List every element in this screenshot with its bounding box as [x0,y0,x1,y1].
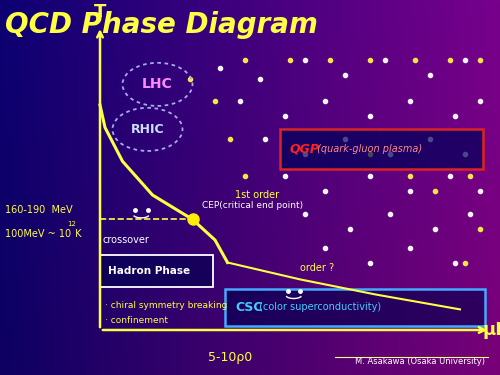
FancyBboxPatch shape [280,129,482,169]
Text: CSC: CSC [235,301,262,314]
Text: M. Asakawa (Osaka University): M. Asakawa (Osaka University) [355,357,485,366]
Text: 5-10ρ0: 5-10ρ0 [208,351,252,364]
FancyBboxPatch shape [100,255,212,287]
Text: crossover: crossover [102,235,150,245]
Text: · chiral symmetry breaking: · chiral symmetry breaking [105,301,228,310]
Text: 12: 12 [68,221,76,227]
Text: RHIC: RHIC [130,123,164,136]
Text: (color superconductivity): (color superconductivity) [256,303,381,312]
Text: order ?: order ? [300,263,334,273]
Text: 1st order: 1st order [235,190,279,200]
Text: (quark-gluon plasma): (quark-gluon plasma) [314,144,422,154]
Text: LHC: LHC [142,77,173,92]
Text: 160-190  MeV: 160-190 MeV [5,205,72,215]
Text: QGP: QGP [290,142,320,156]
Text: CEP(critical end point): CEP(critical end point) [202,201,304,210]
Text: 100MeV ~ 10: 100MeV ~ 10 [5,230,71,239]
Text: T: T [94,3,106,21]
FancyBboxPatch shape [225,289,485,326]
Text: · confinement: · confinement [105,316,168,325]
Text: K: K [72,230,82,239]
Text: Hadron Phase: Hadron Phase [108,266,190,276]
Text: QCD Phase Diagram: QCD Phase Diagram [5,11,318,39]
Text: μB: μB [482,321,500,339]
